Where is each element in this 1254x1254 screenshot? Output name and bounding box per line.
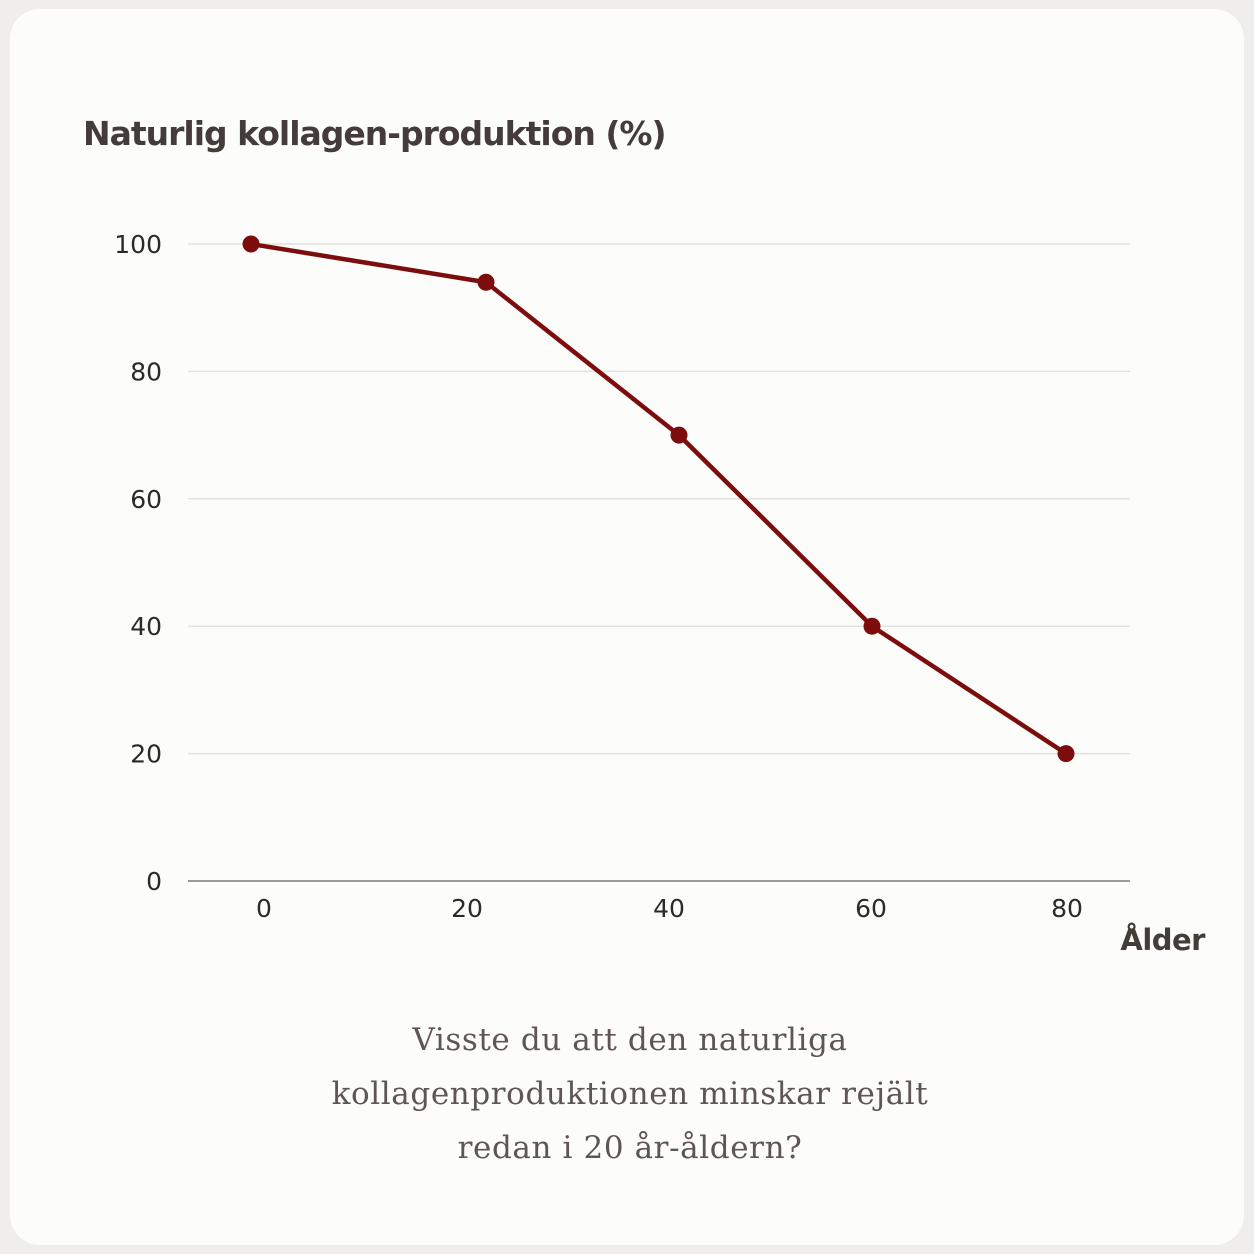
y-tick-label: 20 [130, 740, 162, 769]
y-tick-label: 40 [130, 612, 162, 641]
y-tick-label: 0 [146, 867, 162, 896]
y-tick-labels: 0 20 40 60 80 100 [114, 230, 162, 896]
y-tick-label: 60 [130, 485, 162, 514]
x-tick-label: 0 [256, 894, 272, 923]
x-tick-label: 20 [451, 894, 483, 923]
y-tick-label: 80 [130, 357, 162, 386]
chart-card [10, 9, 1244, 1245]
y-tick-label: 100 [114, 230, 162, 259]
y-axis-title: Naturlig kollagen-produktion (%) [83, 114, 667, 153]
x-tick-label: 40 [653, 894, 685, 923]
data-point [1057, 745, 1075, 763]
caption-text: Visste du att den naturliga kollagenprod… [331, 1022, 929, 1166]
grid-lines [188, 243, 1130, 882]
data-point [242, 235, 260, 253]
data-point [670, 426, 688, 444]
x-tick-label: 60 [855, 894, 887, 923]
x-axis-label: Ålder [1120, 923, 1206, 957]
x-tick-labels: 0 20 40 60 80 [256, 894, 1083, 923]
line-chart: 0 20 40 60 80 100 0 20 40 60 80 Ålder [114, 230, 1206, 957]
data-point [477, 273, 495, 291]
data-point [863, 617, 881, 635]
series-collagen [242, 235, 1075, 763]
x-tick-label: 80 [1051, 894, 1083, 923]
